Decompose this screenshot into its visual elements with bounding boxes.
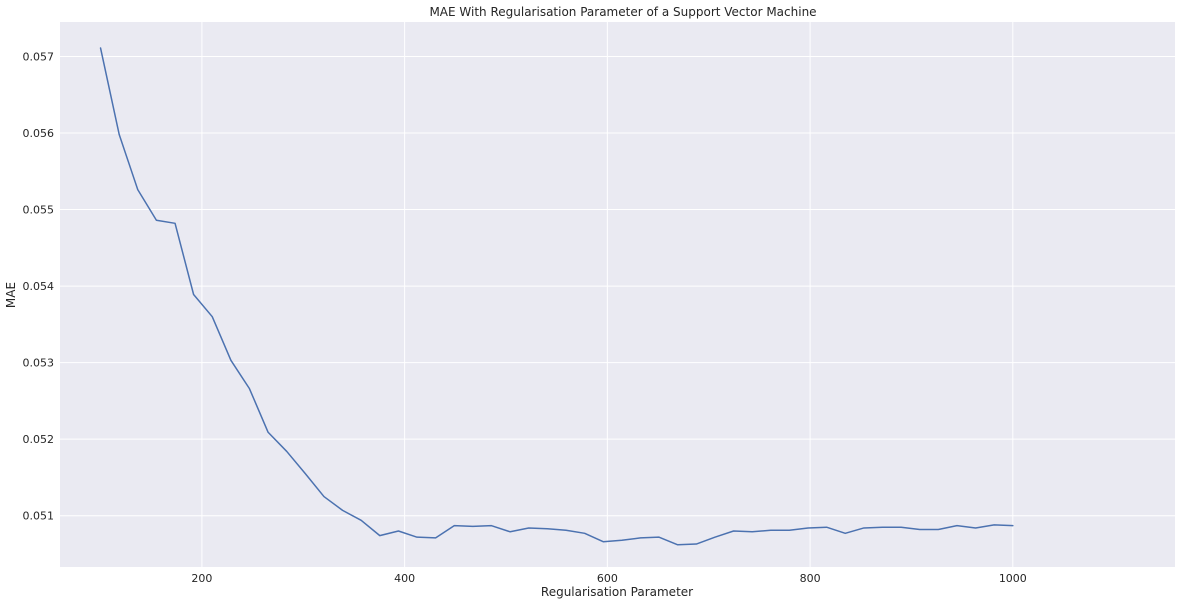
y-tick-label: 0.054: [23, 280, 55, 293]
chart-title: MAE With Regularisation Parameter of a S…: [429, 5, 816, 19]
x-axis-label: Regularisation Parameter: [541, 585, 693, 599]
grid: [60, 22, 1175, 567]
x-tick-label: 400: [394, 572, 415, 585]
x-tick-label: 200: [191, 572, 212, 585]
y-tick-label: 0.055: [23, 204, 55, 217]
x-tick-label: 1000: [999, 572, 1027, 585]
y-tick-label: 0.051: [23, 510, 55, 523]
x-axis-ticks: 200 400 600 800 1000: [191, 572, 1026, 585]
y-axis-ticks: 0.051 0.052 0.053 0.054 0.055 0.056 0.057: [23, 50, 55, 522]
y-tick-label: 0.057: [23, 50, 55, 63]
plot-area: [60, 22, 1175, 567]
x-tick-label: 800: [800, 572, 821, 585]
mae-series-line: [99, 47, 1014, 546]
y-tick-label: 0.053: [23, 357, 55, 370]
x-tick-label: 600: [597, 572, 618, 585]
y-tick-label: 0.056: [23, 127, 55, 140]
series-layer: [99, 47, 1014, 546]
y-tick-label: 0.052: [23, 433, 55, 446]
y-axis-label: MAE: [4, 282, 18, 308]
